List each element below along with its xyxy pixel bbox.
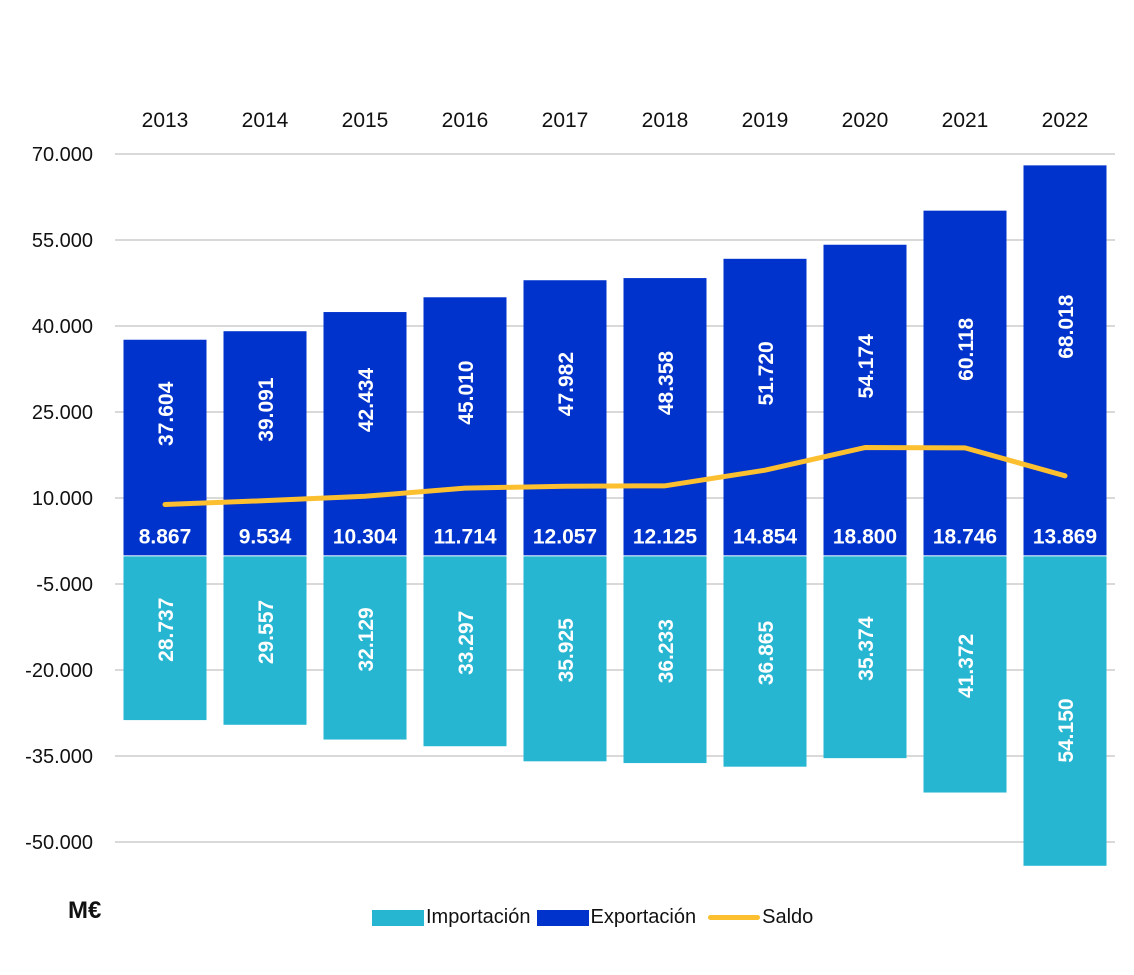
data-label-exportacion: 60.118 (955, 317, 978, 380)
bar-importacion (523, 556, 607, 762)
data-label-saldo: 13.869 (1033, 525, 1097, 548)
data-label-exportacion: 37.604 (155, 381, 178, 446)
data-label-exportacion: 68.018 (1055, 294, 1078, 359)
y-tick-label: -50.000 (25, 832, 93, 854)
bar-importacion (423, 556, 507, 747)
data-label-importacion: 35.925 (555, 618, 578, 683)
saldo-line-group (162, 445, 1068, 507)
bar-exportacion (423, 297, 507, 556)
bars (123, 165, 1107, 866)
bar-importacion (623, 556, 707, 764)
data-label-importacion: 36.233 (655, 619, 678, 683)
legend-item-saldo: Saldo (702, 906, 813, 929)
x-tick-label: 2022 (1042, 109, 1089, 132)
x-tick-label: 2015 (342, 109, 389, 132)
data-label-importacion: 35.374 (855, 616, 878, 681)
y-tick-label: -5.000 (36, 574, 93, 596)
legend-label-saldo: Saldo (762, 906, 814, 928)
data-label-importacion: 28.737 (155, 598, 178, 662)
y-tick-label: 40.000 (32, 316, 93, 338)
data-label-exportacion: 42.434 (355, 368, 378, 433)
bar-exportacion (523, 280, 607, 556)
data-label-exportacion: 45.010 (455, 361, 478, 425)
bar-importacion (1023, 556, 1107, 866)
data-label-saldo: 12.057 (533, 525, 597, 548)
x-tick-label: 2016 (442, 109, 489, 132)
y-tick-label: -35.000 (25, 746, 93, 768)
data-label-saldo: 14.854 (733, 525, 798, 548)
legend-item-exportacion: Exportación (536, 906, 697, 929)
legend-label-exportacion: Exportación (590, 906, 697, 928)
data-label-exportacion: 54.174 (855, 334, 878, 399)
x-tick-label: 2020 (842, 109, 889, 132)
data-label-importacion: 54.150 (1055, 698, 1078, 762)
data-label-importacion: 29.557 (255, 600, 278, 664)
data-label-importacion: 41.372 (955, 634, 978, 698)
data-label-importacion: 33.297 (455, 611, 478, 675)
bar-exportacion (923, 210, 1007, 556)
unit-label: M€ (68, 897, 102, 924)
saldo-line (162, 445, 1068, 507)
x-tick-label: 2014 (242, 109, 289, 132)
data-label-exportacion: 47.982 (555, 352, 578, 416)
data-label-exportacion: 51.720 (755, 341, 778, 405)
data-label-importacion: 32.129 (355, 607, 378, 671)
bar-exportacion (223, 331, 307, 556)
legend-swatch-saldo (708, 915, 761, 920)
bar-importacion (823, 556, 907, 759)
data-label-saldo: 18.800 (833, 525, 897, 548)
y-axis: 70.000 55.000 40.000 25.000 10.000 -5.000 -20.… (25, 144, 93, 854)
data-label-saldo: 9.534 (239, 525, 292, 548)
data-label-saldo: 12.125 (633, 525, 698, 548)
data-label-saldo: 18.746 (933, 525, 997, 548)
legend-label-importacion: Importación (426, 906, 531, 928)
bar-exportacion (823, 244, 907, 556)
bar-importacion (723, 556, 807, 767)
bar-importacion (923, 556, 1007, 793)
bar-importacion (223, 556, 307, 725)
y-tick-label: 25.000 (32, 402, 93, 424)
x-tick-label: 2019 (742, 109, 789, 132)
legend-swatch-exportacion (536, 909, 589, 926)
x-axis: 2013 2014 2015 2016 2017 2018 2019 2020 2021 2022 (142, 109, 1089, 132)
legend: Importación Exportación Saldo (372, 906, 819, 929)
bar-importacion (123, 556, 207, 721)
bar-exportacion (323, 312, 407, 556)
data-labels: 37.604 28.737 8.867 39.091 29.557 9.534 42.434… (139, 294, 1097, 762)
bar-exportacion (123, 339, 207, 556)
x-tick-label: 2018 (642, 109, 689, 132)
data-label-saldo: 10.304 (333, 525, 398, 548)
y-tick-label: -20.000 (25, 660, 93, 682)
data-label-saldo: 8.867 (139, 525, 192, 548)
x-tick-label: 2017 (542, 109, 589, 132)
legend-swatch-importacion (372, 909, 424, 926)
y-tick-label: 55.000 (32, 230, 93, 252)
bar-exportacion (723, 258, 807, 556)
data-label-importacion: 36.865 (755, 621, 778, 686)
data-label-exportacion: 48.358 (655, 351, 678, 416)
y-tick-label: 70.000 (32, 144, 93, 166)
x-tick-label: 2021 (942, 109, 989, 132)
bar-exportacion (623, 278, 707, 556)
legend-item-importacion: Importación (372, 906, 531, 929)
bar-importacion (323, 556, 407, 740)
data-label-saldo: 11.714 (433, 525, 496, 548)
x-tick-label: 2013 (142, 109, 189, 132)
y-tick-label: 10.000 (32, 488, 93, 510)
data-label-exportacion: 39.091 (255, 377, 278, 442)
bar-exportacion (1023, 165, 1107, 556)
